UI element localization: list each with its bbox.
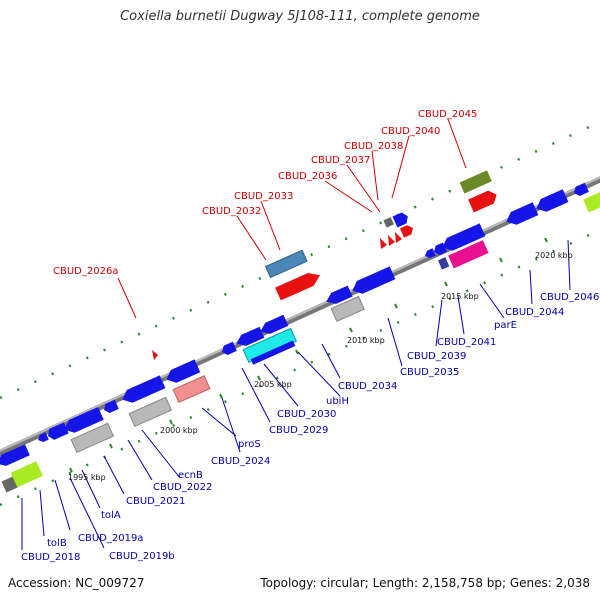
gene-label[interactable]: CBUD_2045 — [418, 109, 477, 120]
gene-label[interactable]: ecnB — [178, 470, 203, 481]
gene-CBUD_2038[interactable] — [395, 232, 402, 243]
gene-parE[interactable] — [448, 240, 489, 269]
gene-tolB[interactable] — [10, 461, 43, 488]
gene-CBUD_2045-top[interactable] — [459, 170, 492, 194]
gene-label[interactable]: CBUD_2033 — [234, 191, 293, 202]
gene-label[interactable]: CBUD_2026a — [53, 266, 118, 277]
kbp-label: 2015 kbp — [441, 292, 479, 301]
topology-label: Topology: circular; Length: 2,158,758 bp… — [260, 576, 590, 590]
map-title: Coxiella burnetii Dugway 5J108-111, comp… — [120, 9, 480, 24]
gene-label[interactable]: CBUD_2046 — [540, 292, 599, 303]
gene-label[interactable]: proS — [238, 439, 261, 450]
gene-label[interactable]: CBUD_2021 — [126, 496, 185, 507]
gene-CBUD_2033[interactable] — [264, 249, 308, 279]
callout-lines-lower — [21, 239, 571, 550]
gene-CBUD_2035[interactable] — [330, 295, 365, 323]
forward-genes — [152, 170, 499, 360]
reverse-genes-colored — [1, 191, 600, 493]
gene-CBUD_2032[interactable] — [275, 269, 323, 301]
gene-label[interactable]: CBUD_2030 — [277, 409, 336, 420]
gene-labels-upper: CBUD_2026a CBUD_2032 CBUD_2033 CBUD_2036… — [53, 109, 477, 277]
gene-label[interactable]: CBUD_2037 — [311, 155, 370, 166]
gene-label[interactable]: tolB — [47, 538, 67, 549]
gene-CBUD_2021[interactable] — [70, 422, 115, 454]
gene-label[interactable]: CBUD_2040 — [381, 126, 440, 137]
gene-CBUD_2045[interactable] — [468, 188, 499, 213]
gene-label[interactable]: CBUD_2038 — [344, 141, 403, 152]
gene-label[interactable]: CBUD_2018 — [21, 552, 80, 563]
gene-label[interactable]: CBUD_2039 — [407, 351, 466, 362]
gene-CBUD_2036[interactable] — [380, 238, 387, 249]
gene-CBUD_2040[interactable] — [399, 224, 415, 238]
gene-CBUD_2037[interactable] — [388, 235, 395, 246]
gene-label[interactable]: CBUD_2029 — [269, 425, 328, 436]
kbp-label: 1995 kbp — [68, 473, 106, 482]
gene-label[interactable]: parE — [494, 320, 517, 331]
gene-CBUD_2040-small[interactable] — [383, 217, 394, 228]
kbp-label: 2005 kbp — [254, 380, 292, 389]
gene-label[interactable]: CBUD_2024 — [211, 456, 270, 467]
gene-label[interactable]: CBUD_2036 — [278, 171, 337, 182]
gene-label[interactable]: CBUD_2019b — [109, 551, 175, 562]
gene-label[interactable]: CBUD_2041 — [437, 337, 496, 348]
gene-label[interactable]: CBUD_2019a — [78, 533, 143, 544]
gene-label[interactable]: CBUD_2044 — [505, 307, 564, 318]
gene-ecnB[interactable] — [128, 396, 173, 428]
gene-label[interactable]: CBUD_2032 — [202, 206, 261, 217]
gene-CBUD_2029[interactable] — [250, 340, 296, 365]
reverse-genes — [0, 182, 589, 466]
kbp-label: 2010 kbp — [347, 336, 385, 345]
kbp-label: 2000 kbp — [160, 426, 198, 435]
kbp-label: 2020 kbp — [535, 251, 573, 260]
accession-label: Accession: NC_009727 — [8, 576, 145, 590]
gene-label[interactable]: tolA — [101, 510, 121, 521]
tick-marks — [69, 237, 548, 473]
gene-CBUD_2026a[interactable] — [152, 350, 158, 360]
gene-label[interactable]: CBUD_2034 — [338, 381, 397, 392]
gene-proS[interactable] — [172, 375, 211, 404]
gene-label[interactable]: CBUD_2022 — [153, 482, 212, 493]
gene-label[interactable]: ubiH — [326, 396, 349, 407]
gene-CBUD_2046[interactable] — [583, 191, 600, 213]
gene-label[interactable]: CBUD_2035 — [400, 367, 459, 378]
gene-CBUD_2039[interactable] — [437, 257, 450, 270]
kbp-labels: 1995 kbp 2000 kbp 2005 kbp 2010 kbp 2015… — [68, 251, 573, 482]
callout-lines-upper — [117, 118, 467, 319]
gene-labels-lower: CBUD_2018 tolB CBUD_2019a CBUD_2019b tol… — [21, 292, 599, 563]
